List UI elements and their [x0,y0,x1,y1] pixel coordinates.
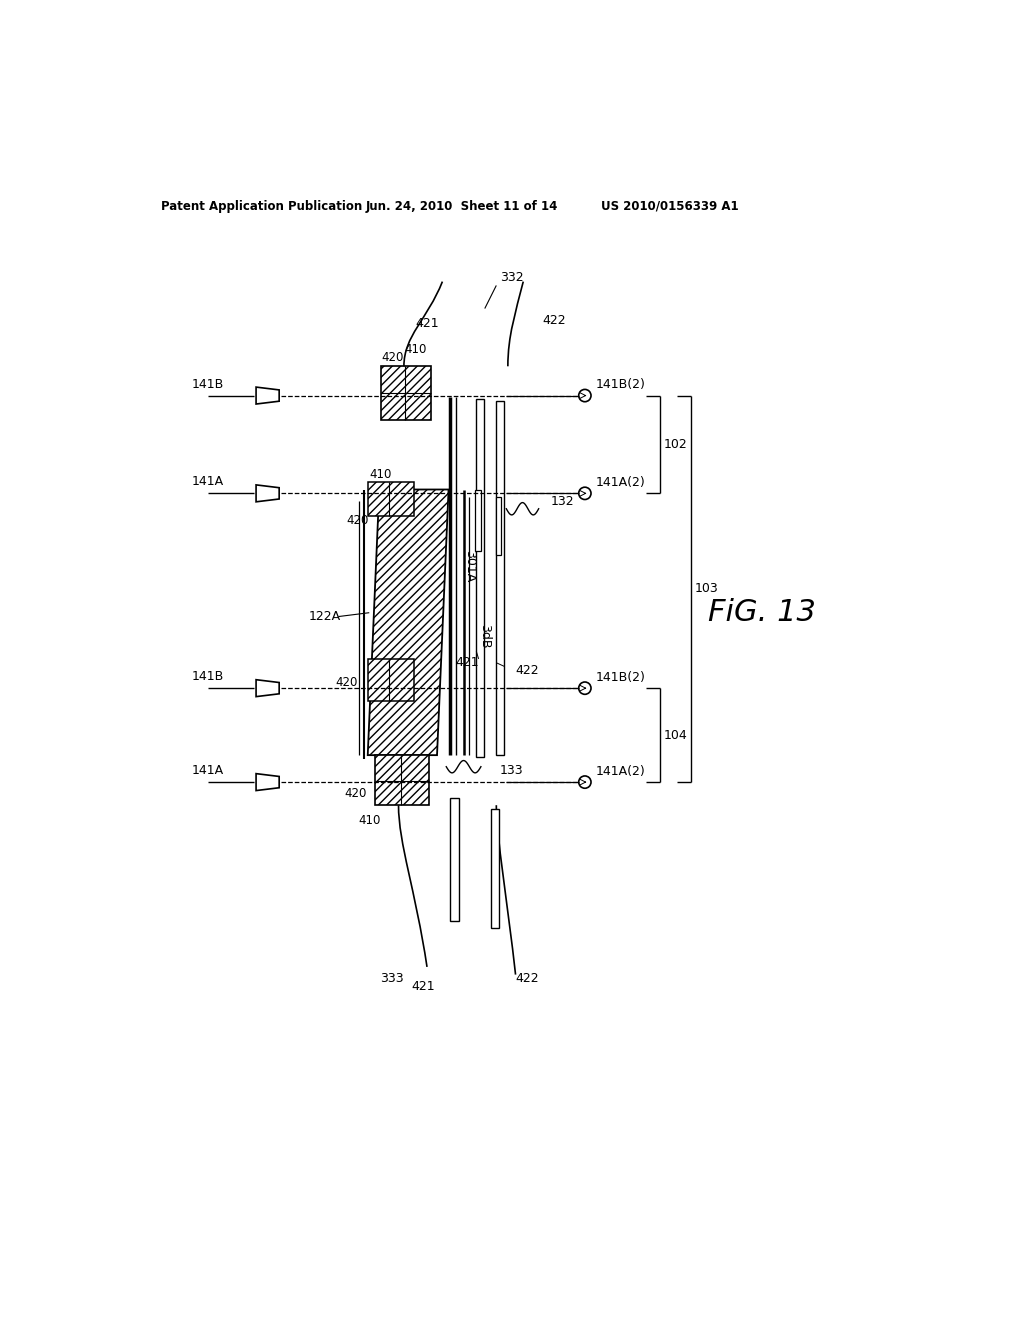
Text: 421: 421 [412,979,435,993]
Text: 141A: 141A [193,475,224,488]
Text: 104: 104 [665,729,688,742]
Text: Patent Application Publication: Patent Application Publication [161,199,362,213]
Polygon shape [368,490,449,755]
Text: 420: 420 [381,351,403,363]
Text: 332: 332 [500,271,524,284]
Text: 410: 410 [358,814,381,828]
Bar [368,659,414,701]
Text: 420: 420 [344,787,367,800]
Bar [496,401,504,755]
Circle shape [579,487,591,499]
Polygon shape [256,484,280,502]
Text: 141A(2): 141A(2) [596,764,645,777]
Circle shape [579,776,591,788]
Polygon shape [256,680,280,697]
Bar [381,367,431,420]
Text: 141B(2): 141B(2) [596,671,645,684]
Text: 422: 422 [515,664,540,677]
Circle shape [579,389,591,401]
Text: US 2010/0156339 A1: US 2010/0156339 A1 [601,199,738,213]
Text: 420: 420 [346,513,369,527]
Bar [475,399,484,756]
Bar [490,809,499,928]
Text: 141A(2): 141A(2) [596,477,645,490]
Text: 410: 410 [370,467,391,480]
Text: 141B(2): 141B(2) [596,379,645,391]
Text: Jun. 24, 2010  Sheet 11 of 14: Jun. 24, 2010 Sheet 11 of 14 [366,199,558,213]
Text: 122A: 122A [308,610,341,623]
Text: FiG. 13: FiG. 13 [708,598,816,627]
Text: 421: 421 [415,317,438,330]
Bar [368,482,414,516]
Text: 420: 420 [335,676,357,689]
Text: 422: 422 [515,972,539,985]
Bar [497,498,501,554]
Text: 141B: 141B [193,378,224,391]
Text: 333: 333 [381,972,404,985]
Text: 132: 132 [550,495,573,508]
Bar [475,490,481,552]
Bar [376,755,429,805]
Bar [451,797,459,921]
Text: 103: 103 [695,582,719,595]
Text: 301A: 301A [463,550,476,582]
Text: 410: 410 [404,343,427,356]
Text: 133: 133 [500,764,524,777]
Text: 141B: 141B [193,671,224,684]
Polygon shape [256,387,280,404]
Text: 141A: 141A [193,764,224,777]
Polygon shape [256,774,280,791]
Text: 421: 421 [456,656,479,669]
Text: 102: 102 [665,438,688,451]
Text: 3dB: 3dB [478,623,492,648]
Text: 422: 422 [543,314,566,326]
Circle shape [579,682,591,694]
